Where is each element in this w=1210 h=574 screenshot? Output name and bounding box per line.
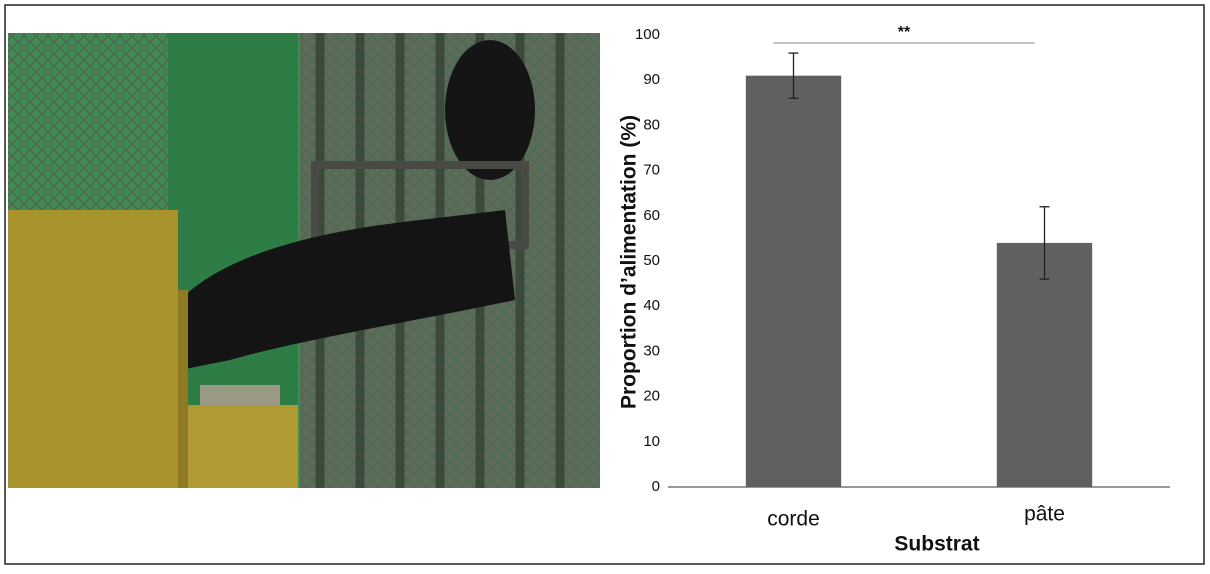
y-tick-label: 0 [652, 478, 660, 495]
photo [8, 33, 600, 488]
y-tick-label: 20 [643, 388, 660, 405]
x-axis-label: Substrat [894, 533, 979, 556]
y-tick-label: 80 [643, 116, 660, 133]
y-tick-label: 30 [643, 342, 660, 359]
y-tick-label: 10 [643, 433, 660, 450]
y-tick-label: 90 [643, 71, 660, 88]
bar [996, 242, 1093, 487]
y-tick-label: 100 [635, 26, 660, 43]
error-bar [1039, 206, 1050, 280]
bar [745, 75, 842, 488]
x-tick-label: pâte [1024, 503, 1065, 526]
error-bar [788, 52, 799, 99]
y-tick-label: 60 [643, 207, 660, 224]
y-tick-label: 40 [643, 297, 660, 314]
chart: Proportion d’alimentation (%) Substrat 0… [618, 24, 1170, 556]
y-tick-label: 70 [643, 162, 660, 179]
y-axis-label: Proportion d’alimentation (%) [618, 115, 641, 409]
y-tick-label: 50 [643, 252, 660, 269]
x-tick-label: corde [767, 508, 820, 531]
significance-label: ** [898, 24, 911, 41]
